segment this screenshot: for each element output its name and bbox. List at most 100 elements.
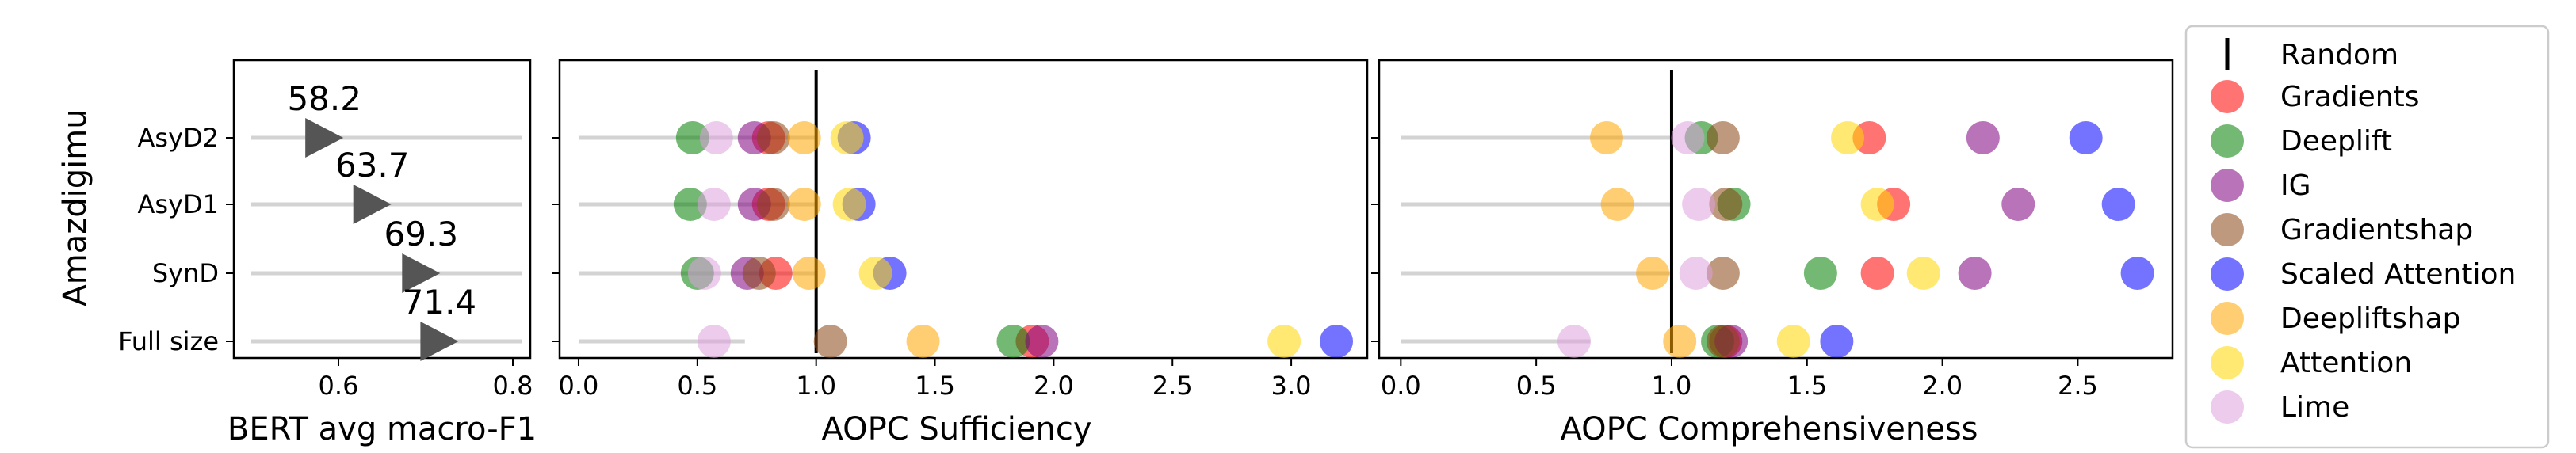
dot-gradientshap: [1706, 257, 1740, 290]
dot-attention: [1776, 325, 1810, 358]
dot-lime: [687, 257, 721, 290]
dot-ig: [2001, 188, 2035, 221]
x-tick-label-comprehensiveness: 0.5: [1516, 371, 1557, 401]
dot-attention: [1267, 325, 1301, 358]
f1-marker: [305, 118, 344, 158]
f1-value-label: 63.7: [335, 146, 410, 185]
legend-frame: [2184, 25, 2550, 449]
x-tick-label-f1: 0.6: [319, 371, 359, 401]
legend-label: Lime: [2280, 391, 2349, 424]
legend-marker: [2211, 80, 2244, 113]
dot-gradientshap: [1706, 325, 1740, 358]
category-label: AsyD1: [138, 189, 220, 219]
dot-gradients: [1860, 257, 1894, 290]
dot-lime: [1557, 325, 1591, 358]
panel-sufficiency-xlabel: AOPC Sufficiency: [821, 411, 1091, 447]
legend-label: Deepliftshap: [2280, 303, 2461, 335]
dot-gradientshap: [742, 257, 776, 290]
dot-gradientshap: [1706, 121, 1740, 154]
f1-value-label: 58.2: [287, 79, 361, 118]
legend-marker: [2211, 346, 2244, 379]
dot-gradientshap: [813, 325, 847, 358]
x-tick-label-sufficiency: 2.5: [1152, 371, 1193, 401]
legend-label: Gradients: [2280, 81, 2419, 113]
panel-comprehensiveness-marks: [1401, 70, 2154, 358]
dot-deeplift: [675, 121, 709, 154]
dot-deepliftshap: [1636, 257, 1670, 290]
dot-deepliftshap: [792, 257, 826, 290]
x-tick-label-comprehensiveness: 1.5: [1787, 371, 1827, 401]
panel-f1-marks: 58.2 63.7 69.3 71.4: [251, 79, 522, 361]
legend-label: IG: [2280, 169, 2311, 202]
dot-deepliftshap: [906, 325, 940, 358]
f1-marker: [420, 322, 459, 361]
dot-scaled-attention: [2120, 257, 2154, 290]
x-tick-label-comprehensiveness: 2.0: [1922, 371, 1963, 401]
panel-sufficiency-marks: [578, 70, 1354, 358]
x-tick-label-sufficiency: 2.0: [1034, 371, 1074, 401]
legend-marker: [2211, 257, 2244, 291]
x-tick-label-comprehensiveness: 2.5: [2058, 371, 2098, 401]
dot-ig: [1025, 325, 1059, 358]
x-tick-label-sufficiency: 0.0: [559, 371, 599, 401]
x-tick-label-sufficiency: 0.5: [677, 371, 717, 401]
dot-lime: [699, 121, 733, 154]
dot-scaled-attention: [2101, 188, 2135, 221]
legend-marker: [2211, 124, 2244, 158]
legend-items: Gradients Deeplift IG Gradientshap Scaled At…: [2211, 80, 2516, 424]
f1-value-label: 69.3: [384, 215, 459, 253]
legend-label: Attention: [2280, 347, 2412, 379]
dot-scaled-attention: [1320, 325, 1354, 358]
f1-marker: [353, 185, 392, 224]
x-tick-label-f1: 0.8: [493, 371, 533, 401]
legend-label: Gradientshap: [2280, 214, 2473, 246]
dot-gradientshap: [756, 121, 790, 154]
legend-marker: [2211, 213, 2244, 246]
panel-sufficiency: 0.0 0.5 1.0 1.5 2.0 2.5 3.0 AOPC Sufficiency: [552, 59, 1369, 447]
category-label: SynD: [152, 258, 219, 288]
dot-attention: [858, 257, 892, 290]
x-tick-label-sufficiency: 1.0: [796, 371, 836, 401]
dot-deepliftshap: [1663, 325, 1697, 358]
dot-deepliftshap: [1600, 188, 1634, 221]
f1-marker: [402, 253, 441, 293]
dot-deepliftshap: [787, 188, 821, 221]
dot-gradientshap: [1709, 188, 1743, 221]
x-tick-label-sufficiency: 1.5: [915, 371, 955, 401]
dot-lime: [1682, 188, 1716, 221]
x-tick-label-comprehensiveness: 1.0: [1652, 371, 1692, 401]
dot-deeplift: [996, 325, 1030, 358]
dot-attention: [1906, 257, 1940, 290]
dot-deepliftshap: [1589, 121, 1623, 154]
legend-marker: [2211, 302, 2244, 335]
dot-ig: [1966, 121, 2000, 154]
legend-label: Deeplift: [2280, 125, 2392, 158]
figure-ylabel: Amazdigimu: [57, 108, 94, 306]
dot-deeplift: [673, 188, 707, 221]
panel-f1-frame: [232, 59, 532, 360]
x-tick-label-comprehensiveness: 0.0: [1381, 371, 1421, 401]
dot-lime: [1671, 121, 1705, 154]
panel-comprehensiveness: 0.0 0.5 1.0 1.5 2.0 2.5 AOPC Comprehensivenes…: [1371, 59, 2174, 447]
category-tick-labels: AsyD2 AsyD1 SynD Full size: [118, 123, 219, 356]
dot-attention: [830, 121, 864, 154]
f1-value-label: 71.4: [403, 283, 477, 322]
dot-lime: [697, 188, 731, 221]
dot-lime: [1679, 257, 1713, 290]
dot-scaled-attention: [1820, 325, 1854, 358]
panel-f1-xlabel: BERT avg macro-F1: [227, 411, 537, 447]
dot-lime: [697, 325, 731, 358]
dot-deeplift: [1803, 257, 1837, 290]
legend-marker: [2211, 169, 2244, 202]
dot-attention: [832, 188, 866, 221]
dot-gradientshap: [756, 188, 790, 221]
category-label: AsyD2: [138, 123, 220, 153]
panel-comprehensiveness-frame: [1378, 59, 2174, 360]
legend-label: Scaled Attention: [2280, 258, 2516, 291]
panel-sufficiency-ticks: 0.0 0.5 1.0 1.5 2.0 2.5 3.0: [552, 137, 1312, 401]
dot-ig: [1958, 257, 1992, 290]
dot-scaled-attention: [2069, 121, 2103, 154]
legend: Random Gradients Deeplift IG Gradientshap Sc…: [2184, 25, 2550, 449]
legend-marker: [2211, 390, 2244, 424]
